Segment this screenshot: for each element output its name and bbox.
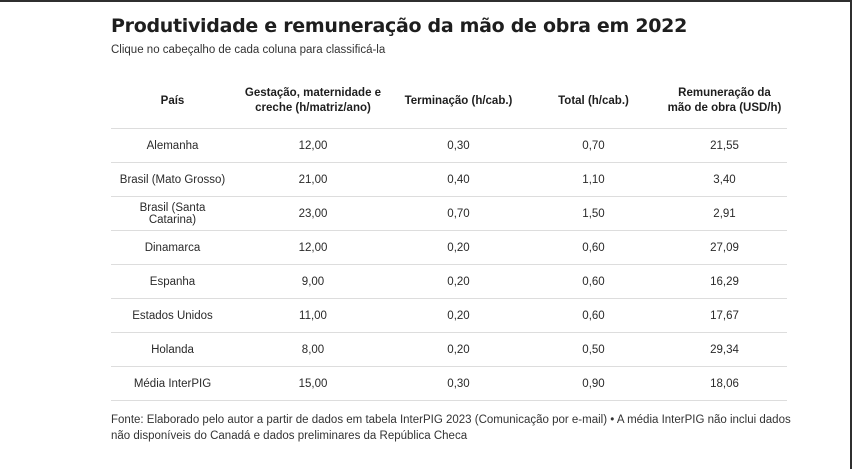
cell-terminacao: 0,20: [392, 332, 525, 367]
table-row: Dinamarca 12,00 0,20 0,60 27,09: [111, 230, 787, 265]
cell-terminacao: 0,20: [392, 298, 525, 333]
cell-remuneracao: 3,40: [662, 162, 787, 197]
column-header-terminacao[interactable]: Terminação (h/cab.): [392, 74, 525, 129]
cell-terminacao: 0,40: [392, 162, 525, 197]
table-row: Espanha 9,00 0,20 0,60 16,29: [111, 264, 787, 299]
cell-remuneracao: 27,09: [662, 230, 787, 265]
table-row: Alemanha 12,00 0,30 0,70 21,55: [111, 128, 787, 163]
cell-country: Espanha: [111, 264, 234, 299]
header-row: País Gestação, maternidade e creche (h/m…: [111, 74, 787, 129]
cell-country: Brasil (Santa Catarina): [111, 196, 234, 231]
cell-remuneracao: 16,29: [662, 264, 787, 299]
table-row: Média InterPIG 15,00 0,30 0,90 18,06: [111, 366, 787, 401]
column-header-gestacao[interactable]: Gestação, maternidade e creche (h/matriz…: [234, 74, 392, 129]
cell-remuneracao: 2,91: [662, 196, 787, 231]
cell-remuneracao: 17,67: [662, 298, 787, 333]
table-row: Brasil (Santa Catarina) 23,00 0,70 1,50 …: [111, 196, 787, 231]
table-subtitle: Clique no cabeçalho de cada coluna para …: [111, 44, 386, 56]
source-footnote: Fonte: Elaborado pelo autor a partir de …: [111, 414, 791, 442]
cell-gestacao: 8,00: [234, 332, 392, 367]
cell-country: Brasil (Mato Grosso): [111, 162, 234, 197]
cell-country: Dinamarca: [111, 230, 234, 265]
table-header: País Gestação, maternidade e creche (h/m…: [111, 74, 787, 129]
cell-gestacao: 9,00: [234, 264, 392, 299]
column-header-remuneracao[interactable]: Remuneração da mão de obra (USD/h): [662, 74, 787, 129]
cell-total: 0,70: [525, 128, 662, 163]
cell-country: Estados Unidos: [111, 298, 234, 333]
cell-country: Alemanha: [111, 128, 234, 163]
cell-total: 1,50: [525, 196, 662, 231]
cell-gestacao: 12,00: [234, 128, 392, 163]
cell-total: 1,10: [525, 162, 662, 197]
column-header-total[interactable]: Total (h/cab.): [525, 74, 662, 129]
cell-total: 0,90: [525, 366, 662, 401]
cell-terminacao: 0,30: [392, 366, 525, 401]
cell-gestacao: 11,00: [234, 298, 392, 333]
cell-total: 0,60: [525, 298, 662, 333]
table-row: Brasil (Mato Grosso) 21,00 0,40 1,10 3,4…: [111, 162, 787, 197]
data-table: País Gestação, maternidade e creche (h/m…: [111, 74, 787, 401]
right-border: [850, 0, 852, 469]
cell-remuneracao: 18,06: [662, 366, 787, 401]
cell-terminacao: 0,20: [392, 264, 525, 299]
cell-terminacao: 0,70: [392, 196, 525, 231]
cell-gestacao: 23,00: [234, 196, 392, 231]
cell-terminacao: 0,20: [392, 230, 525, 265]
cell-gestacao: 15,00: [234, 366, 392, 401]
table-row: Holanda 8,00 0,20 0,50 29,34: [111, 332, 787, 367]
cell-total: 0,60: [525, 230, 662, 265]
table-body: Alemanha 12,00 0,30 0,70 21,55 Brasil (M…: [111, 128, 787, 401]
cell-total: 0,60: [525, 264, 662, 299]
table-widget: Produtividade e remuneração da mão de ob…: [111, 14, 787, 401]
cell-remuneracao: 29,34: [662, 332, 787, 367]
table-title: Produtividade e remuneração da mão de ob…: [111, 15, 687, 37]
cell-country: Média InterPIG: [111, 366, 234, 401]
cell-gestacao: 12,00: [234, 230, 392, 265]
cell-total: 0,50: [525, 332, 662, 367]
cell-terminacao: 0,30: [392, 128, 525, 163]
table-row: Estados Unidos 11,00 0,20 0,60 17,67: [111, 298, 787, 333]
cell-country: Holanda: [111, 332, 234, 367]
column-header-pais[interactable]: País: [111, 74, 234, 129]
cell-remuneracao: 21,55: [662, 128, 787, 163]
cell-gestacao: 21,00: [234, 162, 392, 197]
top-border: [0, 0, 852, 2]
